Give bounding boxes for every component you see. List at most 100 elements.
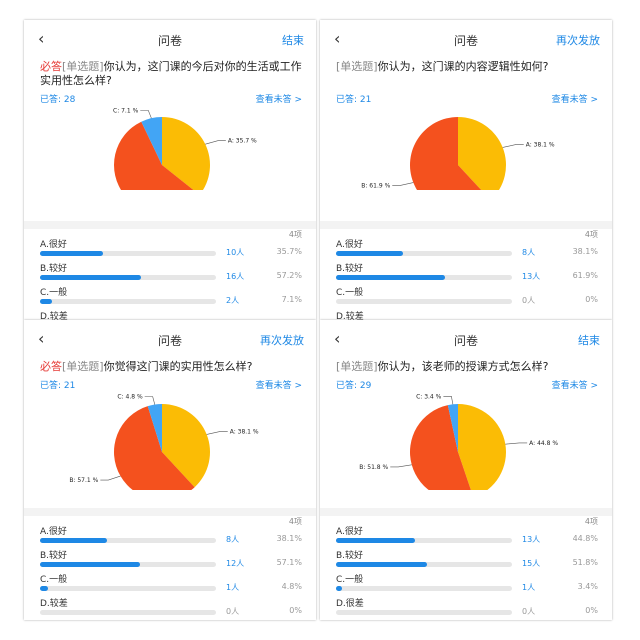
option-label: C.一般: [336, 575, 364, 585]
pie-chart: A: 44.8 % B: 51.8 % C: 3.4 %: [359, 393, 558, 490]
option-row: C.一般 0人 0%: [336, 285, 598, 309]
option-row: A.很好 13人 44.8%: [336, 524, 598, 548]
chevron-left-icon[interactable]: ‹: [38, 29, 45, 48]
pie-label-a: A: 44.8 %: [529, 440, 558, 447]
option-count[interactable]: 1人: [522, 583, 536, 592]
panel-action-button[interactable]: 结束: [578, 334, 600, 347]
option-count[interactable]: 1人: [226, 583, 240, 592]
option-percent: 0%: [585, 606, 598, 615]
view-unanswered-link[interactable]: 查看未答 >: [551, 95, 598, 105]
question-body: 你认为，该老师的授课方式怎么样?: [377, 360, 549, 373]
pie-label-c: C: 7.1 %: [113, 107, 139, 114]
pie-slice-c: [141, 117, 162, 165]
option-count[interactable]: 8人: [522, 248, 536, 257]
option-percent: 38.1%: [276, 534, 302, 543]
option-bar-track: [40, 586, 216, 591]
option-label: C.一般: [336, 288, 364, 298]
chevron-left-icon[interactable]: ‹: [334, 329, 341, 348]
option-count: 0人: [226, 607, 240, 616]
option-bar-track: [40, 299, 216, 304]
option-bar-fill: [336, 586, 342, 591]
answer-summary: 已答: 21 查看未答 >: [336, 92, 598, 105]
option-count[interactable]: 12人: [226, 559, 245, 568]
pie-leader-line: [206, 431, 228, 435]
option-bar-fill: [40, 299, 53, 304]
option-count[interactable]: 10人: [226, 248, 245, 257]
option-label: A.很好: [40, 240, 67, 250]
option-label: B.较好: [336, 551, 364, 561]
pie-label-b: B: 61.9 %: [361, 182, 390, 189]
section-divider: [24, 221, 316, 229]
option-count[interactable]: 8人: [226, 535, 240, 544]
pie-label-a: A: 35.7 %: [228, 138, 257, 145]
option-percent: 38.1%: [572, 247, 598, 256]
option-bar-track: [336, 538, 512, 543]
question-text: 必答[单选题]你认为，这门课的今后对你的生活或工作实用性怎么样?: [40, 60, 302, 88]
pie-leader-line: [392, 182, 414, 186]
option-total: 4项: [288, 230, 302, 239]
chevron-left-icon[interactable]: ‹: [38, 329, 45, 348]
answered-count: 已答: 21: [336, 95, 372, 105]
pie-label-c: C: 3.4 %: [416, 393, 442, 400]
option-percent: 0%: [585, 295, 598, 304]
pie-slice-c: [147, 404, 162, 452]
question-text: [单选题]你认为，这门课的内容逻辑性如何?: [336, 60, 598, 74]
option-count[interactable]: 15人: [522, 559, 541, 568]
survey-panel: ‹ 问卷 再次发放 必答[单选题]你觉得这门课的实用性怎么样? 已答: 21 查看未答 >…: [24, 320, 316, 620]
option-label: B.较好: [40, 551, 68, 561]
pie-chart: A: 35.7 %B: 57.2 %C: 7.1 %: [113, 107, 257, 190]
panel-action-button[interactable]: 再次发放: [556, 34, 600, 47]
option-bar-fill: [40, 251, 103, 256]
option-row: C.一般 2人 7.1%: [40, 285, 302, 309]
pie-slice-b: [410, 117, 482, 190]
pie-leader-line: [390, 464, 412, 468]
view-unanswered-link[interactable]: 查看未答 >: [551, 381, 598, 391]
option-total: 4项: [288, 517, 302, 526]
question-type: [单选题]: [336, 360, 378, 373]
view-unanswered-link[interactable]: 查看未答 >: [255, 381, 302, 391]
option-row: B.较好 15人 51.8%: [336, 548, 598, 572]
panel-header: ‹ 问卷 结束: [24, 20, 316, 60]
option-label: D.很差: [336, 599, 364, 609]
option-percent: 51.8%: [572, 558, 598, 567]
question-body: 你觉得这门课的实用性怎么样?: [103, 360, 253, 373]
option-label: D.较差: [40, 312, 68, 320]
option-count[interactable]: 13人: [522, 272, 541, 281]
option-label: A.很好: [336, 527, 363, 537]
option-percent: 61.9%: [572, 271, 598, 280]
option-row: A.很好 8人 38.1%: [336, 237, 598, 261]
option-total: 4项: [584, 517, 598, 526]
option-bar-fill: [40, 538, 108, 543]
option-bar-track: [336, 251, 512, 256]
option-count[interactable]: 13人: [522, 535, 541, 544]
option-percent: 4.8%: [281, 582, 302, 591]
question-body: 你认为，这门课的今后对你的生活或工作实用性怎么样?: [40, 60, 302, 87]
panel-title: 问卷: [157, 34, 182, 48]
option-count: 0人: [522, 607, 536, 616]
option-bar-fill: [336, 562, 428, 567]
panel-action-button[interactable]: 再次发放: [260, 334, 304, 347]
pie-leader-line: [100, 475, 121, 481]
option-count[interactable]: 16人: [226, 272, 245, 281]
panel-action-button[interactable]: 结束: [282, 34, 304, 47]
option-bar-track: [336, 610, 512, 615]
option-label: C.一般: [40, 288, 68, 298]
pie-slice-a: [162, 404, 210, 488]
pie-chart: A: 38.1 % B: 57.1 % C: 4.8 %: [69, 394, 259, 490]
chevron-left-icon[interactable]: ‹: [334, 29, 341, 48]
required-tag: 必答: [40, 60, 62, 73]
view-unanswered-link[interactable]: 查看未答 >: [255, 95, 302, 105]
answer-summary: 已答: 28 查看未答 >: [40, 92, 302, 105]
survey-panel: ‹ 问卷 结束 [单选题]你认为，该老师的授课方式怎么样? 已答: 29 查看未答 > A:…: [320, 320, 612, 620]
pie-slice-a: [458, 117, 506, 190]
question-text: [单选题]你认为，该老师的授课方式怎么样?: [336, 360, 598, 374]
option-percent: 44.8%: [572, 534, 598, 543]
option-bar-track: [40, 251, 216, 256]
option-label: D.较差: [336, 312, 364, 320]
option-count[interactable]: 2人: [226, 296, 240, 305]
question-body: 你认为，这门课的内容逻辑性如何?: [377, 60, 549, 73]
panel-title: 问卷: [453, 334, 478, 348]
survey-panel: ‹ 问卷 结束必答[单选题]你认为，这门课的今后对你的生活或工作实用性怎么样? 已答:…: [24, 20, 316, 320]
